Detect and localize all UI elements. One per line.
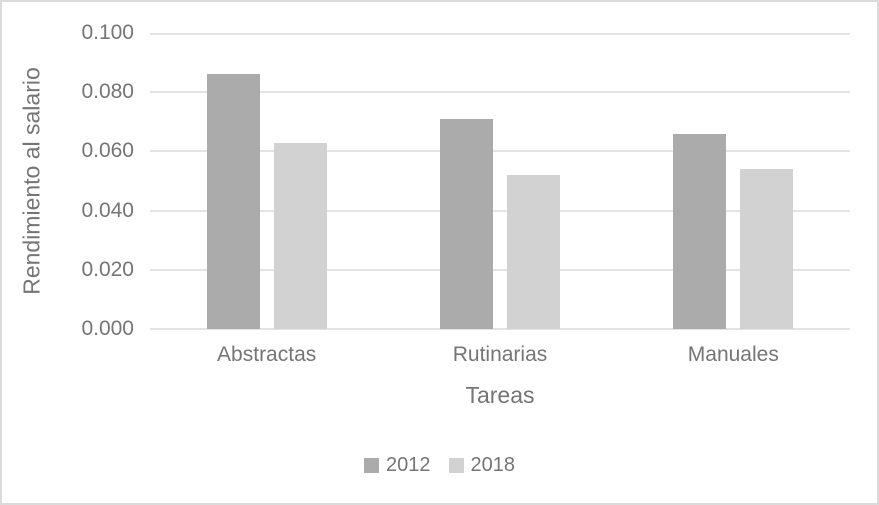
gridline xyxy=(150,328,850,330)
bar-2012-abstractas xyxy=(206,74,260,329)
bar-2018-rutinarias xyxy=(507,175,560,329)
gridline xyxy=(150,268,850,271)
x-category-label-rutinarias: Rutinarias xyxy=(452,343,548,366)
legend-swatch-icon xyxy=(364,458,379,473)
gridline xyxy=(150,209,850,212)
legend-label: 2012 xyxy=(386,454,431,476)
bar-2018-abstractas xyxy=(273,142,327,329)
x-axis-category-labels: Abstractas Rutinarias Manuales xyxy=(150,343,850,367)
legend: 2012 2018 xyxy=(2,454,877,477)
y-tick-label: 0.020 xyxy=(81,257,134,281)
y-tick-label: 0.040 xyxy=(81,198,134,222)
gridline xyxy=(150,150,850,153)
bar-2012-rutinarias xyxy=(440,118,493,329)
y-tick-label: 0.100 xyxy=(81,21,134,44)
legend-item-2012: 2012 xyxy=(364,454,431,477)
y-tick-label: 0.080 xyxy=(81,80,134,104)
y-tick-label: 0.060 xyxy=(81,139,134,163)
x-axis-title: Tareas xyxy=(465,382,535,408)
plot-area xyxy=(150,33,850,330)
legend-swatch-icon xyxy=(448,458,464,473)
x-category-label-abstractas: Abstractas xyxy=(217,343,317,366)
bar-2012-manuales xyxy=(673,133,727,329)
gridline xyxy=(150,33,850,35)
y-tick-label: 0.000 xyxy=(81,317,134,340)
y-axis-title-box: Rendimiento al salario xyxy=(8,33,56,329)
gridline xyxy=(150,91,850,94)
legend-item-2018: 2018 xyxy=(448,454,516,477)
bar-2018-manuales xyxy=(740,169,794,329)
legend-label: 2018 xyxy=(470,454,516,476)
x-category-label-manuales: Manuales xyxy=(687,343,779,366)
